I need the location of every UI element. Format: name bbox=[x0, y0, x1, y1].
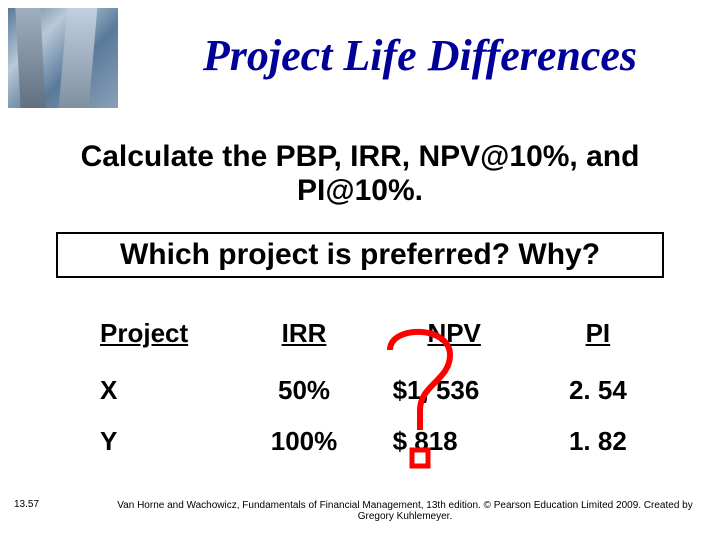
question-box: Which project is preferred? Why? bbox=[56, 232, 664, 278]
cell-npv: $1, 536 bbox=[363, 365, 546, 416]
col-project: Project bbox=[90, 310, 245, 365]
cell-project: Y bbox=[90, 416, 245, 467]
slide: Project Life Differences Calculate the P… bbox=[0, 0, 720, 540]
cell-irr: 100% bbox=[245, 416, 362, 467]
comparison-table: Project IRR NPV PI X 50% $1, 536 2. 54 Y… bbox=[90, 310, 650, 467]
col-pi: PI bbox=[546, 310, 650, 365]
footer-text: Van Horne and Wachowicz, Fundamentals of… bbox=[110, 500, 700, 522]
cell-pi: 2. 54 bbox=[546, 365, 650, 416]
table-row: X 50% $1, 536 2. 54 bbox=[90, 365, 650, 416]
page-number: 13.57 bbox=[14, 499, 39, 510]
corner-photo bbox=[8, 8, 118, 108]
table-row: Y 100% $ 818 1. 82 bbox=[90, 416, 650, 467]
cell-npv: $ 818 bbox=[363, 416, 546, 467]
cell-project: X bbox=[90, 365, 245, 416]
cell-pi: 1. 82 bbox=[546, 416, 650, 467]
slide-subtitle: Calculate the PBP, IRR, NPV@10%, and PI@… bbox=[56, 140, 664, 208]
cell-irr: 50% bbox=[245, 365, 362, 416]
slide-title: Project Life Differences bbox=[140, 30, 700, 81]
col-irr: IRR bbox=[245, 310, 362, 365]
table-header-row: Project IRR NPV PI bbox=[90, 310, 650, 365]
col-npv: NPV bbox=[363, 310, 546, 365]
